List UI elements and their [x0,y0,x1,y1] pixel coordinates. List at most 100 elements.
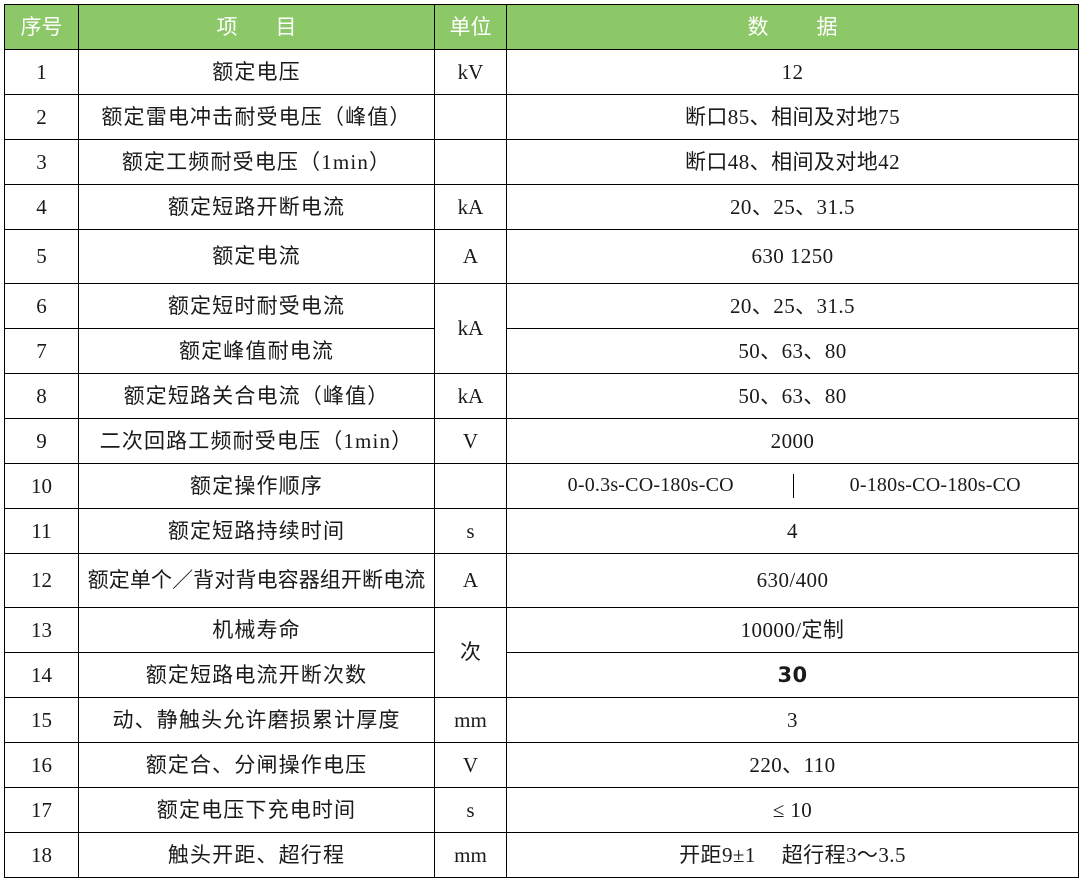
row-data-value: 50、63、80 [506,373,1079,419]
row-unit: s [434,787,507,833]
row-item-name: 额定工频耐受电压（1min） [78,139,435,185]
row-data-value: 开距9±1 超行程3～3.5 [506,832,1079,878]
row-serial-number: 1 [4,49,79,95]
row-item-name: 额定短路持续时间 [78,508,435,554]
row-data-value: 20、25、31.5 [506,283,1079,329]
row-data-value: ≤ 10 [506,787,1079,833]
row-unit: A [434,553,507,608]
row-serial-number: 6 [4,283,79,329]
row-data-value: 4 [506,508,1079,554]
column-header-data-char-a: 数 [747,14,769,39]
table-row: 11 额定短路持续时间 s 4 [4,508,1079,554]
row-data-value: 220、110 [506,742,1079,788]
row-serial-number: 14 [4,652,79,698]
table-row: 8 额定短路关合电流（峰值） kA 50、63、80 [4,373,1079,419]
row-data-value: 12 [506,49,1079,95]
row-unit: s [434,508,507,554]
row-data-value-right: 0-180s-CO-180s-CO [849,474,1021,497]
row-unit: mm [434,697,507,743]
row-serial-number: 11 [4,508,79,554]
row-data-value: 断口48、相间及对地42 [506,139,1079,185]
row-unit: kA [434,184,507,230]
row-unit: V [434,742,507,788]
row-item-name: 额定短时耐受电流 [78,283,435,329]
specification-table: 序号 项目 单位 数据 1 额定电压 kV 12 2 额定雷电冲击耐受电压（峰值… [4,4,1079,878]
row-data-value: 2000 [506,418,1079,464]
table-row: 9 二次回路工频耐受电压（1min） V 2000 [4,418,1079,464]
row-serial-number: 3 [4,139,79,185]
row-serial-number: 7 [4,328,79,374]
table-row: 3 额定工频耐受电压（1min） 断口48、相间及对地42 [4,139,1079,185]
row-item-name: 触头开距、超行程 [78,832,435,878]
table-row: 1 额定电压 kV 12 [4,49,1079,95]
row-serial-number: 4 [4,184,79,230]
row-item-name: 额定短路关合电流（峰值） [78,373,435,419]
row-unit: mm [434,832,507,878]
row-item-name: 二次回路工频耐受电压（1min） [78,418,435,464]
table-row: 10 额定操作顺序 0-0.3s-CO-180s-CO 0-180s-CO-18… [4,463,1079,509]
row-item-name: 额定电压下充电时间 [78,787,435,833]
table-row: 13 机械寿命 次 10000/定制 [4,607,1079,698]
row-serial-number: 9 [4,418,79,464]
row-serial-number: 13 [4,607,79,653]
row-unit: V [434,418,507,464]
row-item-name: 额定峰值耐电流 [78,328,435,374]
table-row: 14 额定短路电流开断次数 30 [4,652,1079,698]
table-row: 7 额定峰值耐电流 50、63、80 [4,328,1079,374]
table-header-row: 序号 项目 单位 数据 [4,4,1079,50]
row-data-value: 50、63、80 [506,328,1079,374]
row-serial-number: 16 [4,742,79,788]
row-data-value: 630/400 [506,553,1079,608]
row-data-value: 3 [506,697,1079,743]
row-item-name: 额定单个／背对背电容器组开断电流 [78,553,435,608]
row-unit [434,463,507,509]
row-unit [434,94,507,140]
table-row: 12 额定单个／背对背电容器组开断电流 A 630/400 [4,553,1079,608]
row-serial-number: 12 [4,553,79,608]
row-item-name: 额定短路开断电流 [78,184,435,230]
split-data-wrapper: 0-0.3s-CO-180s-CO 0-180s-CO-180s-CO [509,474,1076,498]
row-serial-number: 5 [4,229,79,284]
row-item-name: 额定电压 [78,49,435,95]
row-item-name: 动、静触头允许磨损累计厚度 [78,697,435,743]
column-header-serial-number: 序号 [4,4,79,50]
table-row: 18 触头开距、超行程 mm 开距9±1 超行程3～3.5 [4,832,1079,878]
row-unit [434,139,507,185]
row-data-value-part-b: 超行程3～3.5 [781,842,906,867]
column-header-data-char-b: 据 [816,14,838,39]
row-data-value: 10000/定制 [506,607,1079,653]
row-unit-merged: kA [434,283,507,374]
table-row: 17 额定电压下充电时间 s ≤ 10 [4,787,1079,833]
table-row: 2 额定雷电冲击耐受电压（峰值） 断口85、相间及对地75 [4,94,1079,140]
row-data-value: 630 1250 [506,229,1079,284]
column-header-item-char-a: 项 [216,14,238,39]
row-serial-number: 8 [4,373,79,419]
column-header-data: 数据 [506,4,1079,50]
row-serial-number: 10 [4,463,79,509]
row-serial-number: 15 [4,697,79,743]
row-item-name: 额定电流 [78,229,435,284]
row-data-value: 30 [506,652,1079,698]
table-row: 15 动、静触头允许磨损累计厚度 mm 3 [4,697,1079,743]
table-row: 16 额定合、分闸操作电压 V 220、110 [4,742,1079,788]
table-row: 5 额定电流 A 630 1250 [4,229,1079,284]
table-row: 4 额定短路开断电流 kA 20、25、31.5 [4,184,1079,230]
row-data-value: 20、25、31.5 [506,184,1079,230]
row-unit: kV [434,49,507,95]
row-unit: A [434,229,507,284]
row-serial-number: 18 [4,832,79,878]
row-data-value-split: 0-0.3s-CO-180s-CO 0-180s-CO-180s-CO [506,463,1079,509]
column-header-item-char-b: 目 [275,14,297,39]
row-unit: kA [434,373,507,419]
row-data-value-left: 0-0.3s-CO-180s-CO [509,474,794,498]
row-serial-number: 2 [4,94,79,140]
table-row: 6 额定短时耐受电流 kA 20、25、31.5 [4,283,1079,374]
row-data-value: 断口85、相间及对地75 [506,94,1079,140]
row-item-name: 额定合、分闸操作电压 [78,742,435,788]
row-item-name: 机械寿命 [78,607,435,653]
row-unit-merged: 次 [434,607,507,698]
row-item-name: 额定短路电流开断次数 [78,652,435,698]
row-item-name: 额定雷电冲击耐受电压（峰值） [78,94,435,140]
row-data-value-part-a: 开距9±1 [679,842,756,867]
column-header-item: 项目 [78,4,435,50]
